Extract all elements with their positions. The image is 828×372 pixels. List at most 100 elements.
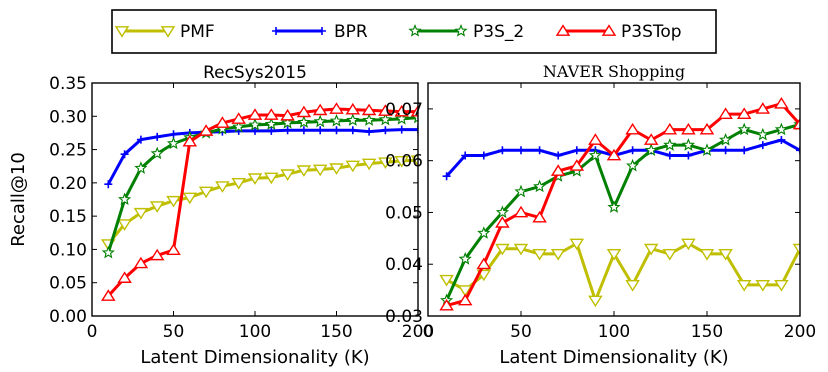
data-point-p3stop xyxy=(606,148,622,161)
data-point-pmf xyxy=(280,169,295,181)
data-point-bpr xyxy=(628,146,637,155)
data-point-p3stop xyxy=(699,122,715,135)
data-point-pmf xyxy=(133,207,149,220)
legend-label-p3stop: P3STop xyxy=(621,22,682,42)
data-point-pmf xyxy=(457,285,473,297)
data-point-bpr xyxy=(535,146,544,155)
data-point-p3s-2 xyxy=(313,114,327,128)
y-tick-label: 0.05 xyxy=(49,274,87,294)
chart-title: RecSys2015 xyxy=(203,63,307,83)
data-point-bpr xyxy=(381,126,390,135)
data-point-p3stop xyxy=(378,104,393,116)
data-point-p3s-2 xyxy=(700,143,714,157)
legend-marker-bpr xyxy=(318,27,326,35)
data-point-bpr xyxy=(365,127,374,136)
series-p3s-2 xyxy=(440,117,800,307)
data-point-p3s-2 xyxy=(607,200,621,213)
legend-marker-p3s-2 xyxy=(408,23,422,37)
data-point-p3stop xyxy=(755,102,771,114)
data-point-p3s-2 xyxy=(362,113,376,126)
axes-frame xyxy=(91,82,419,317)
data-point-p3stop xyxy=(133,256,149,269)
y-tick-label: 0.35 xyxy=(49,74,87,94)
data-point-bpr xyxy=(267,126,276,135)
data-point-pmf xyxy=(662,248,678,261)
data-point-pmf xyxy=(532,248,547,261)
data-point-pmf xyxy=(569,238,585,251)
data-point-pmf xyxy=(774,280,789,292)
data-point-bpr xyxy=(665,151,674,160)
data-point-bpr xyxy=(120,150,129,159)
data-point-p3stop xyxy=(588,133,603,145)
data-point-pmf xyxy=(588,295,603,308)
legend-entry-p3stop: P3STop xyxy=(555,22,682,42)
data-point-p3stop xyxy=(198,124,214,136)
x-tick-label: 0 xyxy=(87,322,98,342)
data-point-p3s-2 xyxy=(477,226,491,239)
data-point-p3stop xyxy=(625,122,640,135)
data-point-bpr xyxy=(684,151,693,160)
data-point-pmf xyxy=(312,164,328,177)
data-point-bpr xyxy=(758,141,767,150)
data-point-p3s-2 xyxy=(719,133,733,146)
axes-frame xyxy=(427,82,801,317)
data-point-p3stop xyxy=(457,293,473,306)
series-line-pmf xyxy=(445,242,800,302)
data-point-bpr xyxy=(554,151,563,160)
data-point-pmf xyxy=(718,248,733,261)
data-point-pmf xyxy=(513,243,529,256)
legend-marker-pmf xyxy=(114,26,130,38)
data-point-bpr xyxy=(414,125,418,134)
data-point-p3stop xyxy=(345,102,361,115)
y-tick-label: 0.05 xyxy=(385,203,423,223)
data-point-pmf xyxy=(247,173,263,185)
data-point-bpr xyxy=(721,146,730,155)
data-point-p3stop xyxy=(410,104,418,117)
data-point-p3stop xyxy=(329,102,344,114)
data-point-pmf xyxy=(361,158,377,171)
data-point-p3s-2 xyxy=(663,138,677,151)
data-point-p3stop xyxy=(513,205,529,218)
data-point-bpr xyxy=(251,126,259,135)
data-point-p3s-2 xyxy=(329,113,344,127)
data-point-bpr xyxy=(796,146,800,155)
data-point-p3s-2 xyxy=(395,111,409,125)
data-point-pmf xyxy=(117,219,132,231)
data-point-p3s-2 xyxy=(681,138,695,151)
data-point-p3stop xyxy=(215,116,230,128)
data-point-pmf xyxy=(264,172,279,185)
data-point-p3stop xyxy=(532,210,547,223)
legend-entry-p3s-2: P3S_2 xyxy=(408,22,524,42)
data-point-p3stop xyxy=(264,108,279,120)
data-point-bpr xyxy=(104,180,113,189)
data-point-p3stop xyxy=(280,108,295,121)
legend-label-pmf: PMF xyxy=(180,22,215,42)
data-point-bpr xyxy=(517,146,525,155)
data-point-p3s-2 xyxy=(533,179,547,193)
data-point-bpr xyxy=(153,132,162,141)
y-tick-label: 0.30 xyxy=(49,107,87,127)
y-tick-label: 0.10 xyxy=(49,240,87,260)
data-point-p3s-2 xyxy=(281,115,295,129)
panels: RecSys2015 0 50 100 150 200 0.00 0.05 0.10 0.15 0.… xyxy=(8,62,816,368)
data-point-p3stop xyxy=(117,271,132,283)
y-tick-label: 0.20 xyxy=(49,174,87,194)
data-point-p3s-2 xyxy=(150,146,164,160)
data-point-p3stop xyxy=(718,107,733,119)
data-point-pmf xyxy=(792,243,800,256)
legend-marker-bpr xyxy=(272,27,280,35)
data-point-p3s-2 xyxy=(588,148,602,162)
x-tick-label: 100 xyxy=(598,322,630,342)
data-point-pmf xyxy=(495,243,510,256)
data-point-p3s-2 xyxy=(101,245,115,259)
data-point-p3stop xyxy=(439,298,454,311)
data-point-pmf xyxy=(149,201,165,213)
x-tick-label: 0 xyxy=(423,322,434,342)
data-point-p3stop xyxy=(231,112,246,124)
data-point-p3stop xyxy=(182,134,198,147)
chart-title: NAVER Shopping xyxy=(543,62,685,81)
data-point-p3stop xyxy=(495,216,510,228)
legend-marker-p3stop xyxy=(555,24,571,36)
data-point-bpr xyxy=(740,146,749,155)
